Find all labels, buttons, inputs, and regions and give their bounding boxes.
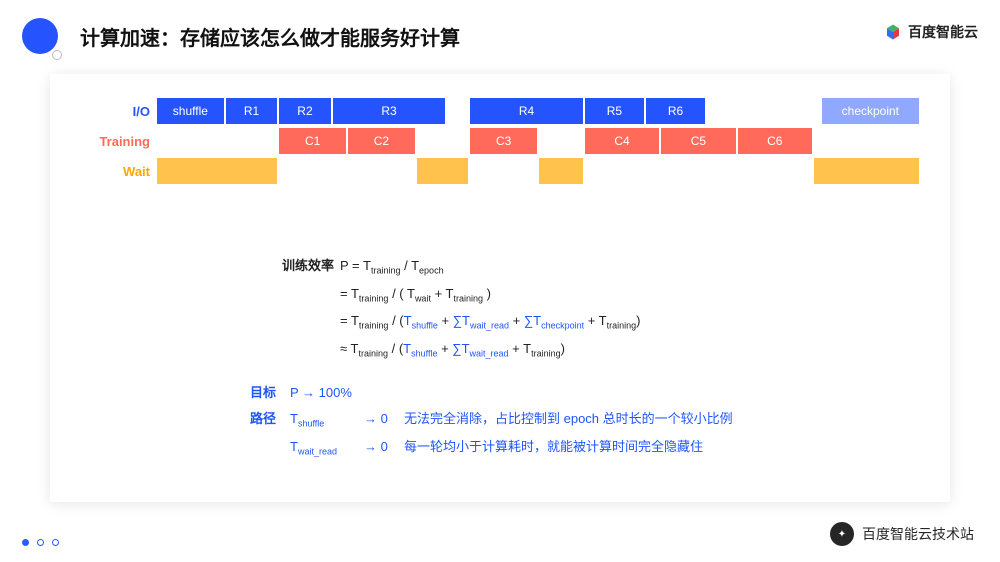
formula-line: = Ttraining / (Tshuffle + ∑Twait_read + …: [250, 309, 910, 335]
watermark: ✦ 百度智能云技术站: [830, 522, 974, 546]
chart-bar: C5: [660, 128, 736, 154]
chart-row-label-io: I/O: [80, 104, 150, 119]
chart-bar: C4: [584, 128, 660, 154]
chart-bar: C1: [278, 128, 347, 154]
brand-logo-icon: [884, 23, 902, 41]
slide: 计算加速：存储应该怎么做才能服务好计算 百度智能云 I/O shuffleR1R2…: [0, 0, 1000, 562]
formula-rhs: ≈ Ttraining / (Tshuffle + ∑Twait_read + …: [340, 337, 565, 363]
chart-bar: R6: [645, 98, 706, 124]
chart-bar: R1: [225, 98, 278, 124]
chart-bar: shuffle: [156, 98, 225, 124]
watermark-text: 百度智能云技术站: [862, 524, 974, 544]
pager-dot[interactable]: [37, 539, 44, 546]
chart-bar: C2: [347, 128, 416, 154]
goal-block: 目标P → 100%路径Tshuffle→ 0无法完全消除，占比控制到 epoc…: [250, 381, 910, 461]
chart-row-io: I/O shuffleR1R2R3 R4R5R6 checkpoint: [80, 98, 920, 124]
chart-bar: R4: [469, 98, 584, 124]
timeline-chart: I/O shuffleR1R2R3 R4R5R6 checkpoint Training…: [80, 98, 920, 190]
chart-row-bars-training: C1C2 C3 C4C5C6: [156, 128, 920, 154]
path-line: Twait_read→ 0每一轮均小于计算耗时，就能被计算时间完全隐藏住: [250, 435, 910, 461]
chart-bar: checkpoint: [821, 98, 920, 124]
formula-rhs: = Ttraining / (Tshuffle + ∑Twait_read + …: [340, 309, 641, 335]
formula-line: 训练效率P = Ttraining / Tepoch: [250, 254, 910, 280]
chart-row-bars-io: shuffleR1R2R3 R4R5R6 checkpoint: [156, 98, 920, 124]
chart-row-wait: Wait: [80, 158, 920, 184]
chart-bar: R2: [278, 98, 331, 124]
formula-rhs: = Ttraining / ( Twait + Ttraining ): [340, 282, 491, 308]
chart-bar: [156, 158, 278, 184]
pager-dot[interactable]: [52, 539, 59, 546]
chart-bar: [416, 158, 469, 184]
pager-dot[interactable]: [22, 539, 29, 546]
watermark-badge-icon: ✦: [830, 522, 854, 546]
content-panel: I/O shuffleR1R2R3 R4R5R6 checkpoint Training…: [50, 74, 950, 502]
chart-row-bars-wait: [156, 158, 920, 184]
chart-bar: R5: [584, 98, 645, 124]
path-line: 路径Tshuffle→ 0无法完全消除，占比控制到 epoch 总时长的一个较小…: [250, 407, 910, 433]
chart-bar: R3: [332, 98, 447, 124]
chart-bar: [813, 158, 920, 184]
header-dot-big: [22, 18, 58, 54]
chart-bar: C6: [737, 128, 813, 154]
pager-dots: [22, 539, 59, 546]
chart-bar: [538, 158, 584, 184]
page-title: 计算加速：存储应该怎么做才能服务好计算: [80, 22, 460, 51]
header-dot-small: [52, 50, 62, 60]
formula-rhs: P = Ttraining / Tepoch: [340, 254, 444, 280]
brand-block: 百度智能云: [884, 22, 978, 42]
brand-text: 百度智能云: [908, 22, 978, 42]
formula-lhs: 训练效率: [250, 254, 340, 279]
chart-row-label-wait: Wait: [80, 164, 150, 179]
chart-row-training: Training C1C2 C3 C4C5C6: [80, 128, 920, 154]
formula-line: = Ttraining / ( Twait + Ttraining ): [250, 282, 910, 308]
chart-bar: C3: [469, 128, 538, 154]
goal-line: 目标P → 100%: [250, 381, 910, 406]
formula-area: 训练效率P = Ttraining / Tepoch= Ttraining / …: [250, 254, 910, 463]
chart-row-label-training: Training: [80, 134, 150, 149]
formula-line: ≈ Ttraining / (Tshuffle + ∑Twait_read + …: [250, 337, 910, 363]
formula-lines: 训练效率P = Ttraining / Tepoch= Ttraining / …: [250, 254, 910, 363]
